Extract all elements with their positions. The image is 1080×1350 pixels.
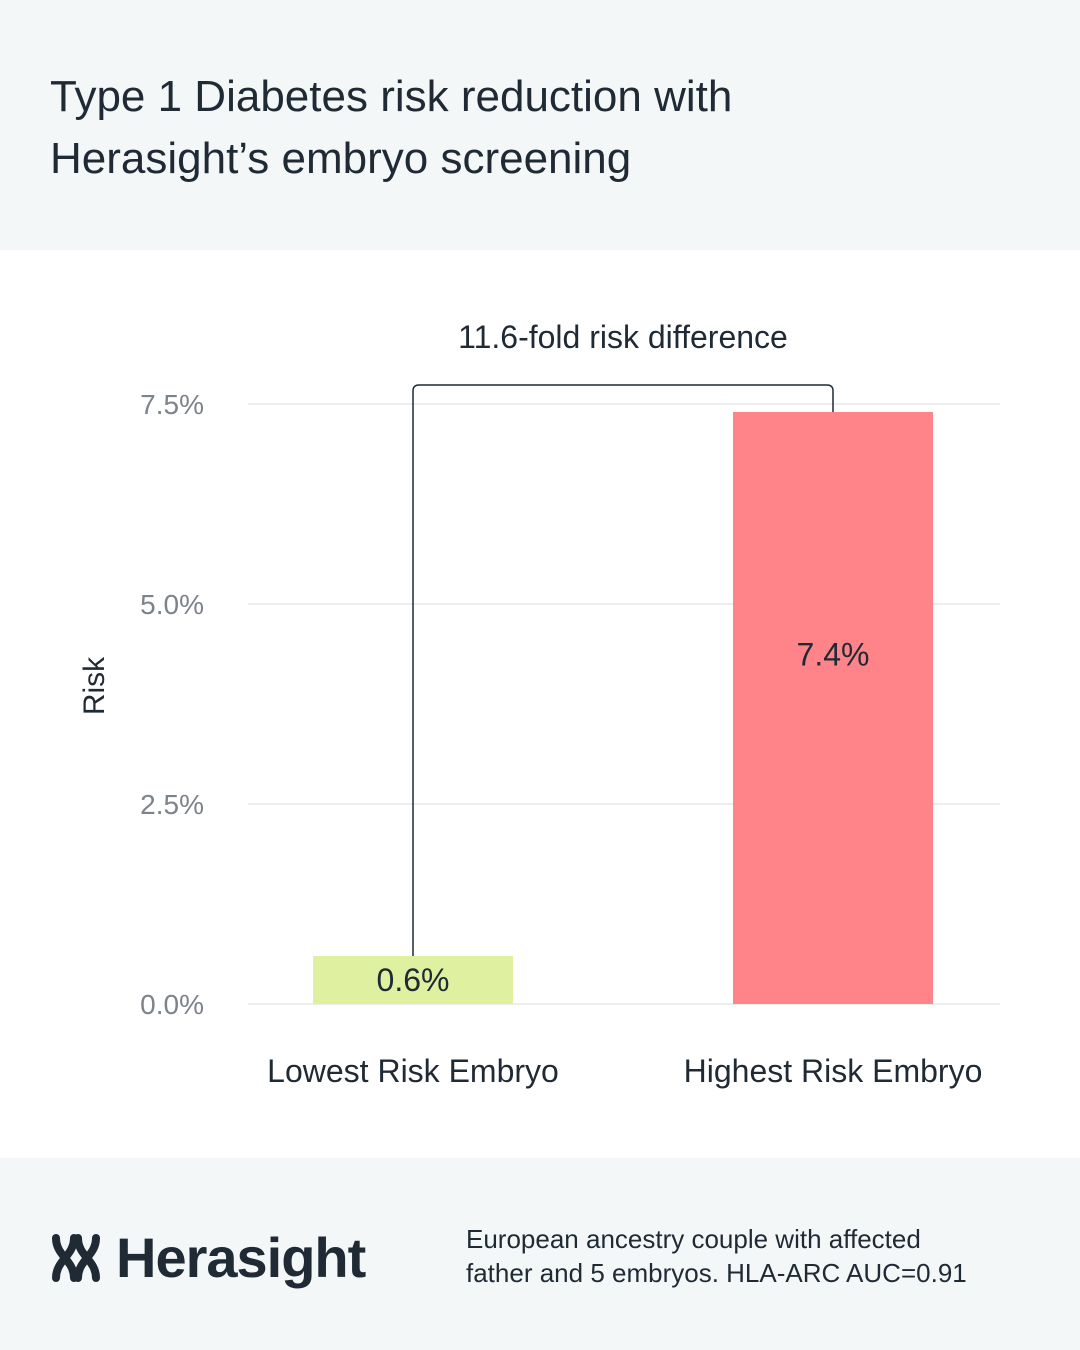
chart-title: Type 1 Diabetes risk reduction with Hera… <box>50 66 950 190</box>
bar <box>733 412 933 1004</box>
y-tick-label: 7.5% <box>140 389 204 420</box>
y-tick-label: 2.5% <box>140 789 204 820</box>
bar-chart: 0.0% 2.5% 5.0% 7.5% Risk 0.6% Lowest Risk Embr… <box>78 319 1000 1089</box>
footer-panel: Herasight European ancestry couple with … <box>0 1158 1080 1350</box>
y-axis-label: Risk <box>78 656 111 715</box>
bar-value-label: 7.4% <box>797 637 870 673</box>
y-tick-label: 0.0% <box>140 989 204 1020</box>
comparison-bracket <box>412 384 834 956</box>
bar-value-label: 0.6% <box>377 962 450 998</box>
x-tick-label: Highest Risk Embryo <box>684 1053 983 1089</box>
annotation-label: 11.6-fold risk difference <box>458 319 788 355</box>
chart-area: 0.0% 2.5% 5.0% 7.5% Risk 0.6% Lowest Risk Embr… <box>0 250 1080 1158</box>
chart-title-line-2: Herasight’s embryo screening <box>50 134 632 183</box>
header-panel: Type 1 Diabetes risk reduction with Hera… <box>0 0 1080 250</box>
bar <box>313 956 513 1004</box>
chart-title-line-1: Type 1 Diabetes risk reduction with <box>50 72 733 121</box>
x-tick-label: Lowest Risk Embryo <box>267 1053 559 1089</box>
y-tick-label: 5.0% <box>140 589 204 620</box>
brand-logo: Herasight <box>48 1226 366 1289</box>
footnote-line-2: father and 5 embryos. HLA-ARC AUC=0.91 <box>466 1258 967 1288</box>
footnote: European ancestry couple with affected f… <box>466 1222 1046 1290</box>
brand-name: Herasight <box>116 1226 366 1289</box>
herasight-logo-icon <box>52 1234 100 1282</box>
footnote-line-1: European ancestry couple with affected <box>466 1224 921 1254</box>
